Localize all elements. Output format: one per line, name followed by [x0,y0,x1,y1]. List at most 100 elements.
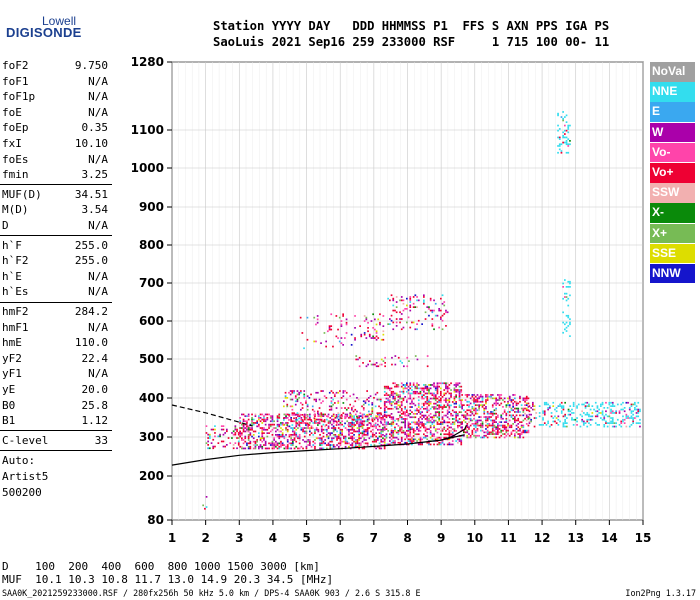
echo-point [306,408,309,411]
echo-point [320,444,323,446]
echo-point [310,425,313,428]
echo-point [519,411,521,413]
echo-point [409,309,412,312]
echo-point [402,392,405,395]
echo-point [507,397,509,400]
echo-point [514,419,516,422]
echo-point [419,421,422,424]
echo-point [522,436,525,439]
echo-point [446,428,449,430]
legend-entry-sse: SSE [650,243,695,264]
echo-point [448,387,451,390]
echo-point [305,427,308,429]
echo-point [478,406,480,408]
echo-point [434,414,437,417]
echo-point [525,404,528,406]
echo-point [406,308,408,310]
echo-point [428,402,430,405]
echo-point [329,432,332,434]
echo-point [434,406,437,408]
echo-point [390,394,393,396]
echo-point [451,443,454,446]
echo-point [547,420,549,423]
echo-point [431,325,434,327]
echo-point [367,327,369,329]
echo-point [567,408,570,411]
echo-point [453,387,456,390]
echo-point [416,421,418,424]
echo-point [485,434,487,437]
echo-point [438,411,440,413]
echo-point [564,323,566,326]
echo-point [514,433,516,435]
echo-point [271,415,274,417]
echo-point [369,395,372,397]
echo-point [400,385,403,388]
echo-point [493,421,496,423]
echo-point [474,423,477,425]
echo-point [395,407,398,410]
echo-point [400,296,403,298]
param-row: foE N/A [0,105,166,121]
echo-point [347,424,350,426]
echo-point [292,427,294,429]
echo-point [263,439,265,441]
echo-point [370,413,372,416]
echo-point [483,416,486,418]
echo-point [512,402,514,405]
echo-point [379,363,381,366]
echo-point [328,325,331,327]
echo-point [351,417,354,419]
echo-point [366,414,368,416]
param-value: 110.0 [74,336,108,350]
echo-point [283,435,286,438]
echo-point [583,424,585,426]
echo-point [375,330,378,333]
echo-point [288,419,290,421]
echo-point [298,415,301,417]
echo-point [466,412,469,415]
echo-point [283,444,286,446]
echo-point [485,424,487,427]
echo-point [617,418,619,421]
x-tick-label: 12 [534,531,551,545]
echo-point [261,440,264,443]
echo-point [458,424,461,427]
echo-point [361,420,364,423]
echo-point [231,437,233,439]
echo-point [392,418,395,420]
echo-point [370,444,372,446]
echo-point [480,395,482,398]
echo-point [450,414,452,417]
echo-point [249,432,252,434]
echo-point [565,129,568,132]
echo-point [336,430,338,433]
echo-point [390,413,393,415]
echo-point [486,436,489,439]
echo-point [389,299,391,302]
echo-point [500,416,503,418]
echo-point [519,436,521,439]
echo-point [370,415,372,417]
echo-point [436,421,439,424]
echo-point [446,416,449,419]
echo-point [634,401,636,404]
echo-point [458,440,461,442]
echo-point [507,423,509,425]
echo-point [460,411,463,413]
echo-point [394,397,396,400]
echo-point [402,413,405,415]
echo-point [634,417,636,419]
echo-point [421,387,423,390]
param-value: 34.51 [74,187,108,201]
echo-point [453,399,456,402]
echo-point [480,426,482,429]
echo-point [434,407,437,410]
echo-point [327,415,329,418]
echo-point [445,325,447,327]
echo-point [409,297,412,300]
logo-line2: DIGISONDE [6,25,82,40]
echo-point [392,423,395,425]
echo-point [514,416,516,418]
echo-point [471,399,474,401]
